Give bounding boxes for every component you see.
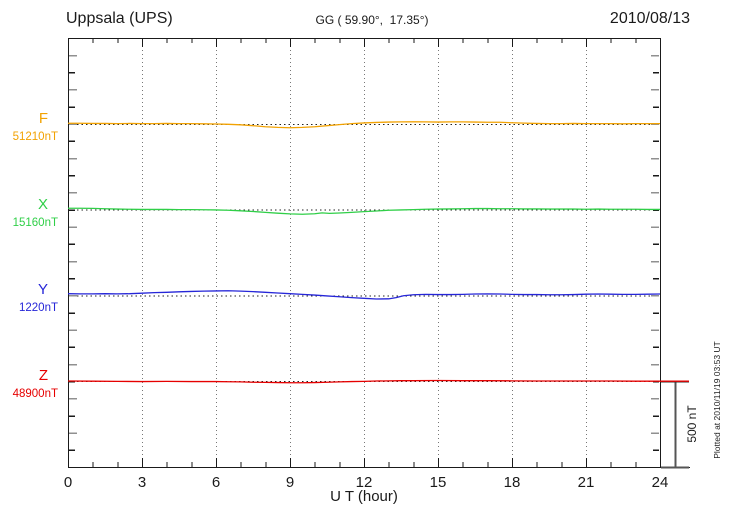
x-tick-label-18: 18 (503, 474, 521, 491)
component-letter-F: F (38, 109, 48, 127)
x-tick-label-9: 9 (285, 474, 295, 491)
trace-X (68, 207, 660, 215)
station-coordinates: GG ( 59.90°, 17.35°) (315, 13, 429, 27)
component-letter-Y: Y (37, 281, 48, 299)
component-baseline-X: 15160nT (12, 216, 58, 229)
x-tick-label-15: 15 (429, 474, 447, 491)
x-tick-label-6: 6 (211, 474, 221, 491)
component-letter-X: X (37, 195, 48, 213)
x-tick-label-0: 0 (63, 474, 73, 491)
component-baseline-F: 51210nT (12, 130, 58, 143)
component-baseline-Y: 1220nT (18, 302, 58, 315)
x-tick-label-21: 21 (577, 474, 595, 491)
trace-F (68, 121, 660, 129)
scale-bar-label: 500 nT (685, 405, 699, 443)
x-tick-label-24: 24 (651, 474, 669, 491)
component-letter-Z: Z (38, 367, 48, 385)
station-title: Uppsala (UPS) (66, 10, 173, 27)
x-tick-label-3: 3 (137, 474, 147, 491)
component-baseline-Z: 48900nT (12, 388, 58, 401)
x-tick-label-12: 12 (355, 474, 373, 491)
trace-Y (67, 290, 661, 300)
plot-date: 2010/08/13 (609, 10, 690, 27)
plotted-at-footnote: Plotted at 2010/11/19 03:53 UT (712, 341, 722, 459)
x-axis-label: U T (hour) (330, 488, 398, 505)
trace-Z (67, 379, 689, 384)
